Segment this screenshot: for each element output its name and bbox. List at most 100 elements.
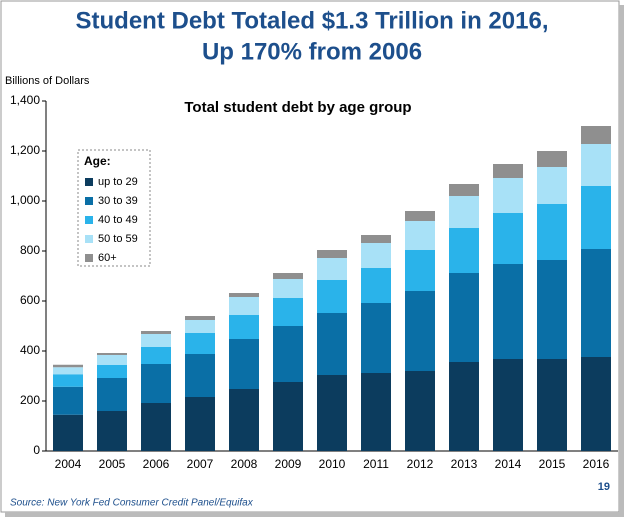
bar-segment bbox=[97, 353, 127, 355]
bar-segment bbox=[537, 260, 567, 359]
legend-swatch bbox=[85, 254, 93, 262]
bar-segment bbox=[97, 365, 127, 378]
bar-segment bbox=[317, 313, 347, 375]
bar-segment bbox=[273, 273, 303, 279]
bar-segment bbox=[185, 333, 215, 354]
bar-segment bbox=[229, 389, 259, 451]
bar-segment bbox=[537, 359, 567, 451]
bar-segment bbox=[141, 364, 171, 403]
bar-segment bbox=[185, 397, 215, 451]
bar-segment bbox=[53, 367, 83, 375]
y-tick-label: 200 bbox=[20, 393, 40, 407]
bar-segment bbox=[229, 297, 259, 315]
bar-segment bbox=[581, 186, 611, 249]
x-tick-label: 2012 bbox=[407, 457, 434, 471]
bar-segment bbox=[317, 375, 347, 451]
bar-segment bbox=[405, 291, 435, 371]
x-tick-label: 2005 bbox=[99, 457, 126, 471]
bar-segment bbox=[493, 164, 523, 178]
y-tick-label: 1,000 bbox=[10, 193, 40, 207]
legend-swatch bbox=[85, 235, 93, 243]
bar-segment bbox=[273, 326, 303, 382]
bar-segment bbox=[273, 279, 303, 298]
legend-label: 30 to 39 bbox=[98, 195, 138, 207]
x-tick-label: 2011 bbox=[363, 457, 389, 471]
source: Source: New York Fed Consumer Credit Pan… bbox=[10, 498, 254, 509]
y-tick-label: 400 bbox=[20, 343, 40, 357]
bar-segment bbox=[449, 228, 479, 273]
bar-segment bbox=[53, 386, 83, 415]
x-tick-label: 2013 bbox=[451, 457, 478, 471]
bar-segment bbox=[581, 249, 611, 357]
bar-segment bbox=[229, 315, 259, 339]
bar-segment bbox=[185, 354, 215, 397]
bar-segment bbox=[581, 357, 611, 451]
bar-segment bbox=[405, 221, 435, 250]
bar-segment bbox=[229, 293, 259, 297]
chart-title: Student Debt Totaled $1.3 Trillion in 20… bbox=[76, 7, 549, 34]
legend-title: Age: bbox=[84, 154, 111, 168]
bar-segment bbox=[97, 378, 127, 411]
bar-segment bbox=[317, 280, 347, 313]
x-tick-label: 2007 bbox=[187, 457, 214, 471]
chart-title: Up 170% from 2006 bbox=[202, 38, 422, 65]
y-tick-label: 0 bbox=[33, 443, 40, 457]
legend-label: 60+ bbox=[98, 252, 117, 264]
bar-segment bbox=[53, 414, 83, 451]
legend-swatch bbox=[85, 216, 93, 224]
bar-segment bbox=[537, 167, 567, 204]
legend-label: 40 to 49 bbox=[98, 214, 138, 226]
bar-segment bbox=[141, 334, 171, 347]
x-tick-label: 2004 bbox=[55, 457, 82, 471]
bar-segment bbox=[97, 355, 127, 365]
x-tick-label: 2015 bbox=[539, 457, 566, 471]
legend-swatch bbox=[85, 178, 93, 186]
legend-swatch bbox=[85, 197, 93, 205]
legend-label: up to 29 bbox=[98, 176, 138, 188]
bar-segment bbox=[405, 211, 435, 221]
bar-segment bbox=[53, 374, 83, 387]
chart-subtitle: Total student debt by age group bbox=[184, 99, 411, 116]
bar-segment bbox=[449, 196, 479, 228]
bar-segment bbox=[581, 126, 611, 144]
x-tick-label: 2009 bbox=[275, 457, 302, 471]
y-tick-label: 800 bbox=[20, 243, 40, 257]
bar-segment bbox=[229, 339, 259, 389]
x-tick-label: 2010 bbox=[319, 457, 346, 471]
x-tick-label: 2016 bbox=[583, 457, 610, 471]
page-number: 19 bbox=[598, 481, 610, 493]
bar-segment bbox=[405, 250, 435, 291]
bar-segment bbox=[361, 235, 391, 243]
bar-segment bbox=[581, 144, 611, 186]
bar-segment bbox=[53, 364, 83, 368]
bar-segment bbox=[449, 273, 479, 362]
bar-segment bbox=[361, 373, 391, 451]
x-tick-label: 2008 bbox=[231, 457, 258, 471]
bar-segment bbox=[537, 151, 567, 167]
bar-segment bbox=[141, 347, 171, 364]
shadow bbox=[5, 512, 624, 517]
y-axis-label: Billions of Dollars bbox=[5, 75, 90, 87]
bar-segment bbox=[361, 268, 391, 303]
x-tick-label: 2014 bbox=[495, 457, 522, 471]
bar-segment bbox=[317, 258, 347, 280]
bar-segment bbox=[361, 303, 391, 373]
bar-segment bbox=[449, 362, 479, 451]
y-tick-label: 1,200 bbox=[10, 143, 40, 157]
bar-segment bbox=[537, 204, 567, 260]
legend-label: 50 to 59 bbox=[98, 233, 138, 245]
bar-segment bbox=[493, 213, 523, 264]
bar-segment bbox=[273, 382, 303, 451]
bar-segment bbox=[317, 250, 347, 258]
bar-segment bbox=[273, 298, 303, 326]
y-tick-label: 1,400 bbox=[10, 93, 40, 107]
bar-segment bbox=[141, 403, 171, 451]
bar-segment bbox=[185, 316, 215, 320]
legend-box bbox=[77, 149, 151, 267]
bar-segment bbox=[493, 264, 523, 359]
bar-segment bbox=[405, 371, 435, 451]
shadow bbox=[619, 5, 624, 515]
bar-segment bbox=[141, 331, 171, 334]
x-tick-label: 2006 bbox=[143, 457, 170, 471]
